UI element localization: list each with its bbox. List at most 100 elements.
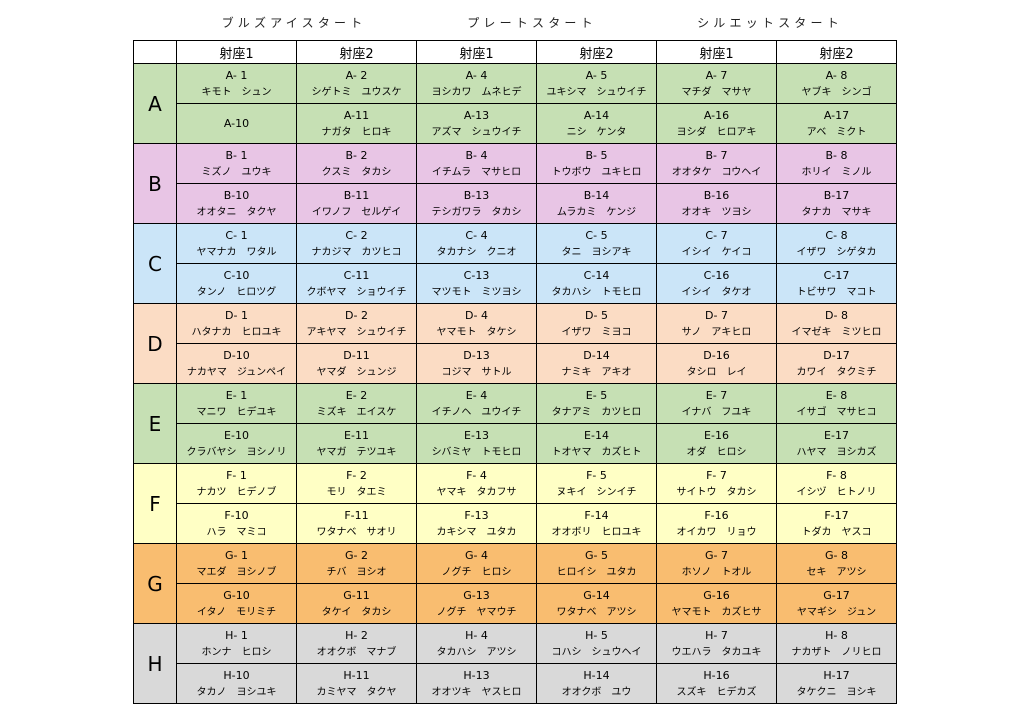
cell-F-11: F-11 ワタナベ サオリ (296, 503, 417, 544)
seat-number: B-13 (463, 188, 490, 202)
seat-number: D- 1 (225, 308, 248, 322)
shooter-name: ハラ マミコ (206, 526, 267, 538)
cell-E-8: E- 8 イサゴ マサヒコ (776, 383, 897, 424)
cell-B-10: B-10 オオタニ タクヤ (176, 183, 297, 224)
seat-number: F-14 (584, 508, 609, 522)
cell-C-4: C- 4 タカナシ クニオ (416, 223, 537, 264)
cell-E-13: E-13 シバミヤ トモヒロ (416, 423, 537, 464)
shooter-name: ワタナベ サオリ (316, 526, 397, 538)
seat-number: F- 4 (466, 468, 487, 482)
shooter-name: ウエハラ タカユキ (671, 646, 762, 658)
seat-number: E-10 (224, 428, 249, 442)
shooter-name: タカハシ アツシ (436, 646, 517, 658)
shooter-name: オオクボ マナブ (316, 646, 397, 658)
shooter-name: ヤブキ シンゴ (801, 86, 872, 98)
shooter-name: タンノ ヒロツグ (196, 286, 277, 298)
shooter-name: アベ ミクト (806, 126, 867, 138)
header-row: 射座1 射座2 射座1 射座2 射座1 射座2 (133, 40, 897, 64)
corner-cell (133, 40, 177, 64)
seat-number: B- 7 (705, 148, 728, 162)
column-header-seat2-plate: 射座2 (536, 40, 657, 64)
cell-C-10: C-10 タンノ ヒロツグ (176, 263, 297, 304)
shooter-name: オオツキ ヤスヒロ (431, 686, 522, 698)
cell-B-17: B-17 タナカ マサキ (776, 183, 897, 224)
shooter-name: ホソノ トオル (681, 566, 752, 578)
shooter-name: ヤマガ テツユキ (316, 446, 397, 458)
seat-number: B-10 (223, 188, 250, 202)
shooter-name: ナガタ ヒロキ (321, 126, 392, 138)
seat-number: C- 4 (465, 228, 488, 242)
seat-number: B-14 (583, 188, 610, 202)
shooter-name: ヤマダ シュンジ (316, 366, 397, 378)
seat-number: D- 7 (705, 308, 728, 322)
row-label-A: A (133, 63, 177, 144)
shooter-name: カミヤマ タクヤ (316, 686, 397, 698)
seat-number: D-10 (223, 348, 250, 362)
cell-F-17: F-17 トダカ ヤスコ (776, 503, 897, 544)
cell-D-17: D-17 カワイ タクミチ (776, 343, 897, 384)
seat-number: F-13 (464, 508, 489, 522)
seat-number: D-14 (583, 348, 610, 362)
seat-number: H-13 (463, 668, 490, 682)
seat-number: E-14 (584, 428, 609, 442)
shooter-name: ナカツ ヒデノブ (196, 486, 277, 498)
seat-number: A- 7 (705, 68, 728, 82)
cell-F-2: F- 2 モリ タエミ (296, 463, 417, 504)
seat-number: G-17 (823, 588, 850, 602)
shooter-name: ヤマナカ ワタル (196, 246, 277, 258)
row-A-sub-1: A A- 1 キモト シュン A- 2 シゲトミ ユウスケ A- 4 ヨシカワ ムネヒデ A-… (133, 63, 897, 144)
seat-number: H-10 (223, 668, 250, 682)
seat-number: C-10 (223, 268, 250, 282)
table-body: A A- 1 キモト シュン A- 2 シゲトミ ユウスケ A- 4 ヨシカワ ムネヒデ A-… (133, 63, 897, 704)
cell-D-16: D-16 タシロ レイ (656, 343, 777, 384)
seat-number: E-11 (344, 428, 369, 442)
seat-number: D- 5 (585, 308, 608, 322)
shooter-name: ノグチ ヤマウチ (436, 606, 517, 618)
shooter-name: イサゴ マサヒコ (796, 406, 877, 418)
shooter-name: カワイ タクミチ (796, 366, 877, 378)
seat-number: C- 2 (345, 228, 368, 242)
cell-D-1: D- 1 ハタナカ ヒロユキ (176, 303, 297, 344)
shooter-name: ヨシダ ヒロアキ (676, 126, 757, 138)
cell-F-4: F- 4 ヤマキ タカフサ (416, 463, 537, 504)
shooter-name: アキヤマ シュウイチ (306, 326, 407, 338)
shooter-name: ヤマギシ ジュン (796, 606, 877, 618)
seat-number: C-16 (703, 268, 730, 282)
seat-number: D- 4 (465, 308, 488, 322)
cell-E-1: E- 1 マニワ ヒデユキ (176, 383, 297, 424)
row-B-sub-1: B B- 1 ミズノ ユウキ B- 2 クスミ タカシ B- 4 イチムラ マサヒロ B- 5… (133, 143, 897, 224)
cell-E-11: E-11 ヤマガ テツユキ (296, 423, 417, 464)
seat-number: G- 1 (225, 548, 248, 562)
seat-number: C-17 (823, 268, 850, 282)
seat-number: A-16 (703, 108, 730, 122)
shooter-name: ヤマキ タカフサ (436, 486, 517, 498)
seat-number: D- 2 (345, 308, 368, 322)
seat-number: B- 4 (465, 148, 488, 162)
seat-number: A- 1 (225, 68, 248, 82)
cell-F-10: F-10 ハラ マミコ (176, 503, 297, 544)
shooter-name: セキ アツシ (806, 566, 867, 578)
shooter-name: タカナシ クニオ (436, 246, 517, 258)
cell-E-4: E- 4 イチノヘ ユウイチ (416, 383, 537, 424)
shooter-name: トウボウ ユキヒロ (551, 166, 642, 178)
row-B-sub-2: B-10 オオタニ タクヤ B-11 イワノフ セルゲイ B-13 テシガワラ タカシ B-… (134, 183, 897, 224)
cell-C-17: C-17 トビサワ マコト (776, 263, 897, 304)
shooter-name: アズマ シュウイチ (431, 126, 522, 138)
cell-A-8: A- 8 ヤブキ シンゴ (776, 63, 897, 104)
seat-number: G- 7 (705, 548, 728, 562)
seat-number: E- 5 (585, 388, 608, 402)
cell-A-5: A- 5 ユキシマ シュウイチ (536, 63, 657, 104)
shooter-name: オダ ヒロシ (686, 446, 747, 458)
seat-number: F- 8 (826, 468, 847, 482)
row-H-sub-1: H H- 1 ホンナ ヒロシ H- 2 オオクボ マナブ H- 4 タカハシ アツシ H- 5… (133, 623, 897, 704)
shooter-name: イザワ ミヨコ (561, 326, 632, 338)
row-G-sub-1: G G- 1 マエダ ヨシノブ G- 2 チバ ヨシオ G- 4 ノグチ ヒロシ G- 5 ヒロ… (133, 543, 897, 624)
shooter-name: オオタニ タクヤ (196, 206, 277, 218)
seat-number: B- 5 (585, 148, 608, 162)
shooter-name: クボヤマ ショウイチ (306, 286, 407, 298)
seat-number: D-16 (703, 348, 730, 362)
seat-number: A- 2 (345, 68, 368, 82)
cell-H-2: H- 2 オオクボ マナブ (296, 623, 417, 664)
seat-number: E-13 (464, 428, 489, 442)
cell-H-11: H-11 カミヤマ タクヤ (296, 663, 417, 704)
